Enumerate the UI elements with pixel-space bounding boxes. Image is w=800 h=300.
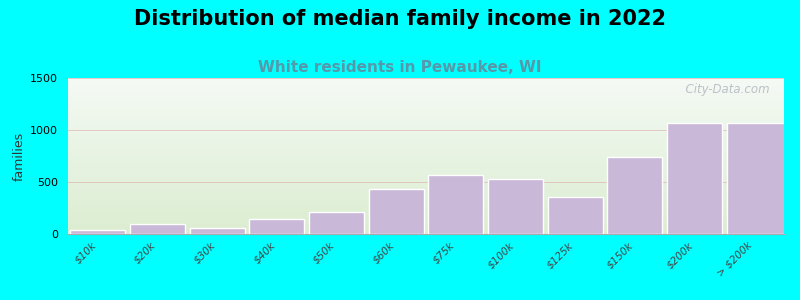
Bar	[488, 179, 543, 234]
Y-axis label: families: families	[13, 131, 26, 181]
Bar	[548, 197, 602, 234]
Bar	[726, 123, 786, 234]
Bar	[428, 175, 483, 234]
Bar	[70, 230, 126, 234]
Bar	[369, 189, 424, 234]
Bar	[667, 123, 722, 234]
Bar	[309, 212, 364, 234]
Text: White residents in Pewaukee, WI: White residents in Pewaukee, WI	[258, 60, 542, 75]
Text: Distribution of median family income in 2022: Distribution of median family income in …	[134, 9, 666, 29]
Text: City-Data.com: City-Data.com	[678, 83, 770, 96]
Bar	[190, 228, 245, 234]
Bar	[130, 224, 185, 234]
Bar	[250, 219, 304, 234]
Bar	[607, 157, 662, 234]
